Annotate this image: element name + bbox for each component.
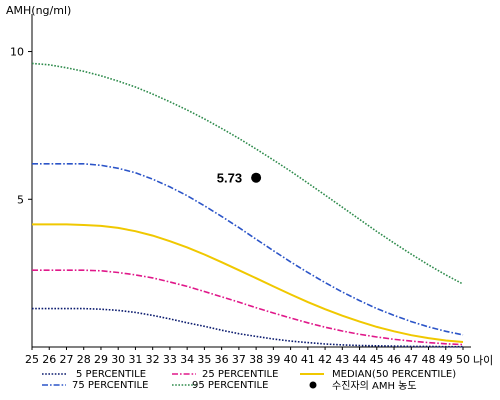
x-tick-label: 27 bbox=[59, 353, 73, 366]
chart-series bbox=[31, 62, 464, 348]
x-tick-label: 30 bbox=[111, 353, 125, 366]
series-line bbox=[32, 223, 464, 343]
x-tick-label: 43 bbox=[335, 353, 349, 366]
legend-label: 95 PERCENTILE bbox=[192, 380, 268, 391]
x-tick-label: 44 bbox=[353, 353, 367, 366]
x-tick-label: 39 bbox=[266, 353, 280, 366]
x-tick-label: 49 bbox=[439, 353, 453, 366]
legend-label: 25 PERCENTILE bbox=[202, 369, 278, 380]
y-axis-title: AMH(ng/ml) bbox=[6, 4, 71, 17]
x-tick-label: 36 bbox=[215, 353, 229, 366]
x-tick-label: 45 bbox=[370, 353, 384, 366]
x-tick-label: 48 bbox=[422, 353, 436, 366]
series-line bbox=[32, 163, 464, 336]
series-line bbox=[32, 269, 464, 346]
x-tick-label: 41 bbox=[301, 353, 315, 366]
x-tick-label: 34 bbox=[180, 353, 194, 366]
x-tick-label: 42 bbox=[318, 353, 332, 366]
x-tick-label: 26 bbox=[42, 353, 56, 366]
legend-label: MEDIAN(50 PERCENTILE) bbox=[332, 369, 456, 380]
x-tick-label: 25 bbox=[25, 353, 39, 366]
x-tick-label: 29 bbox=[94, 353, 108, 366]
x-tick-label: 40 bbox=[284, 353, 298, 366]
x-tick-label: 32 bbox=[146, 353, 160, 366]
x-tick-label: 38 bbox=[249, 353, 263, 366]
highlight-point bbox=[251, 172, 262, 183]
x-tick-label: 50 bbox=[456, 353, 470, 366]
x-tick-label: 31 bbox=[128, 353, 142, 366]
x-tick-label: 28 bbox=[77, 353, 91, 366]
legend-label: 수진자의 AMH 농도 bbox=[332, 380, 417, 392]
chart-highlight: 5.73 bbox=[217, 171, 262, 186]
legend-label: 5 PERCENTILE bbox=[76, 369, 146, 380]
x-axis-title: 나이 bbox=[473, 354, 493, 367]
x-tick-label: 46 bbox=[387, 353, 401, 366]
series-line bbox=[31, 62, 464, 285]
x-tick-label: 47 bbox=[404, 353, 418, 366]
y-tick-label: 5 bbox=[17, 193, 24, 206]
x-tick-label: 37 bbox=[232, 353, 246, 366]
y-tick-label: 10 bbox=[10, 46, 24, 59]
highlight-value-label: 5.73 bbox=[217, 171, 242, 186]
legend-marker bbox=[309, 381, 317, 389]
legend-label: 75 PERCENTILE bbox=[72, 380, 148, 391]
x-tick-label: 35 bbox=[197, 353, 211, 366]
x-tick-label: 33 bbox=[163, 353, 177, 366]
series-line bbox=[32, 307, 463, 348]
